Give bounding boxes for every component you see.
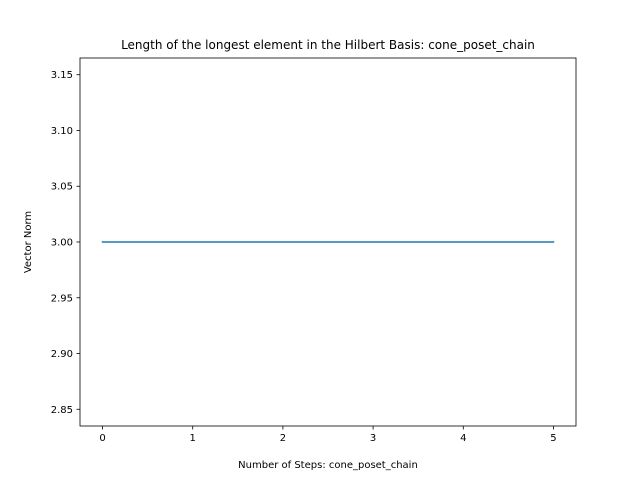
y-tick-label: 3.10: [51, 126, 73, 137]
y-tick-label: 2.85: [51, 405, 73, 416]
y-axis-label: Vector Norm: [23, 211, 34, 273]
x-tick-label: 4: [460, 433, 466, 444]
x-tick-label: 5: [550, 433, 556, 444]
chart-title: Length of the longest element in the Hil…: [121, 38, 535, 52]
x-axis-label: Number of Steps: cone_poset_chain: [238, 460, 418, 471]
plot-area: 0 1 2 3 4 5 2.85 2.90 2.95 3.00 3.05 3.10 3.15: [51, 57, 577, 444]
y-tick-label: 3.00: [51, 238, 73, 249]
y-tick-label: 3.15: [51, 70, 73, 81]
x-tick-label: 2: [280, 433, 286, 444]
x-tick-label: 0: [99, 433, 105, 444]
y-tick-label: 2.95: [51, 293, 73, 304]
y-tick-label: 2.90: [51, 349, 73, 360]
x-tick-label: 3: [370, 433, 376, 444]
x-tick-label: 1: [190, 433, 196, 444]
y-tick-label: 3.05: [51, 182, 73, 193]
